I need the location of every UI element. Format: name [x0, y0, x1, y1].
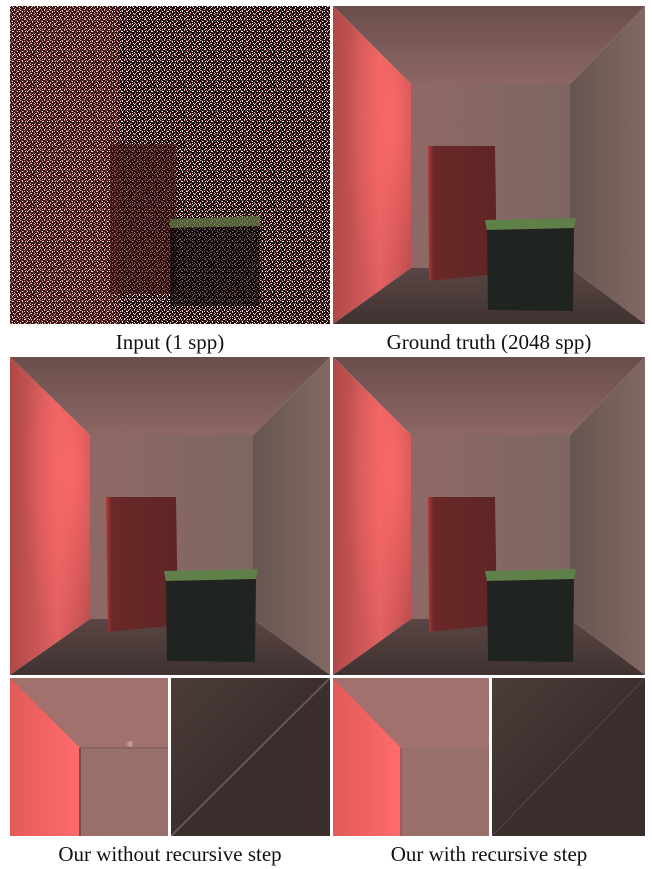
- with-recursive-render: [333, 357, 645, 675]
- caption-ground-truth: Ground truth (2048 spp): [386, 330, 592, 354]
- with-recursive-zoom-corner: [333, 678, 489, 836]
- without-recursive-zoom-corner: [10, 678, 168, 836]
- without-recursive-render: [10, 357, 330, 675]
- caption-input: Input (1 spp): [115, 330, 225, 354]
- caption-without-recursive: Our without recursive step: [58, 842, 282, 866]
- ground-truth-render: [333, 6, 645, 324]
- input-render: [10, 6, 330, 324]
- with-recursive-zoom-edge: [492, 678, 645, 836]
- caption-with-recursive: Our with recursive step: [390, 842, 588, 866]
- without-recursive-zoom-edge: [171, 678, 330, 836]
